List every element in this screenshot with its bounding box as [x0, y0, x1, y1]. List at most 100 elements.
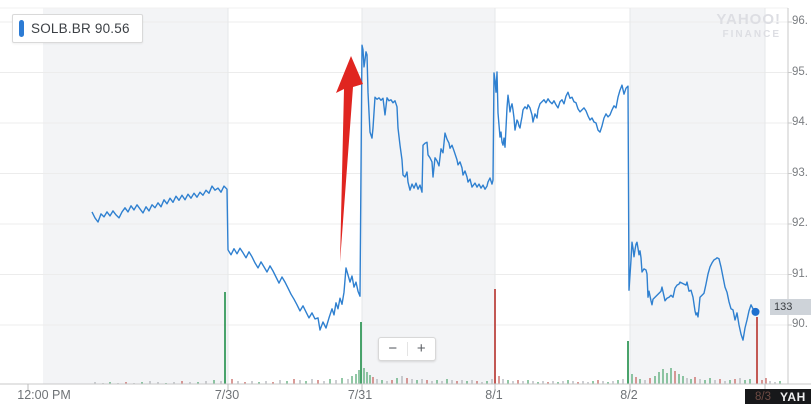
yahoo-logo-fragment: YAH: [780, 389, 806, 404]
volume-bar: [491, 379, 493, 384]
volume-bar: [552, 381, 554, 384]
y-axis-label: 94.: [792, 116, 808, 128]
volume-bar: [341, 378, 343, 384]
volume-bar: [396, 378, 398, 384]
volume-bar: [157, 382, 159, 384]
yahoo-finance-watermark: YAHOO! FINANCE: [716, 11, 781, 39]
volume-bar: [181, 381, 183, 384]
volume-bar: [466, 381, 468, 384]
volume-bar: [627, 341, 629, 384]
volume-bar: [517, 380, 519, 384]
volume-bar: [678, 374, 680, 384]
volume-bar: [709, 378, 711, 384]
volume-bar: [666, 373, 668, 384]
red-up-arrow-annotation: [336, 56, 363, 262]
axis-badge-text: 133: [774, 301, 793, 313]
volume-bar: [649, 378, 651, 384]
volume-bar: [189, 382, 191, 384]
volume-bar: [765, 378, 767, 384]
zoom-out-button[interactable]: −: [388, 340, 398, 357]
volume-bar: [286, 381, 288, 384]
volume-bar: [237, 381, 239, 384]
x-axis-label: 12:00 PM: [17, 388, 71, 402]
volume-bar: [391, 380, 393, 384]
volume-bar: [486, 381, 488, 384]
volume-bar: [205, 381, 207, 384]
volume-bar: [734, 379, 736, 384]
volume-bar: [224, 292, 226, 384]
volume-bar: [456, 381, 458, 384]
volume-bar: [527, 380, 529, 384]
volume-bar: [441, 381, 443, 384]
last-price-dot: [751, 307, 760, 316]
volume-bar: [451, 380, 453, 384]
volume-bar: [272, 382, 274, 384]
volume-bar: [94, 382, 96, 384]
day-band: [630, 8, 765, 384]
day-band: [362, 8, 495, 384]
volume-bar: [557, 382, 559, 384]
volume-bar: [729, 380, 731, 384]
volume-bar: [522, 381, 524, 384]
volume-bar: [739, 378, 741, 384]
volume-bar: [592, 381, 594, 384]
volume-bar: [587, 382, 589, 384]
volume-bar: [631, 374, 633, 384]
volume-bar: [699, 379, 701, 384]
volume-bar: [597, 380, 599, 384]
volume-bar: [537, 382, 539, 384]
volume-bar: [674, 371, 676, 384]
volume-bar: [317, 380, 319, 384]
volume-bar: [141, 382, 143, 384]
x-axis-label: 8/1: [485, 388, 503, 402]
volume-bar: [369, 375, 371, 384]
volume-bar: [279, 380, 281, 384]
volume-bar: [714, 380, 716, 384]
y-axis-label: 93.: [792, 166, 808, 179]
volume-bar: [376, 379, 378, 384]
volume-bar: [502, 379, 504, 384]
volume-bar: [658, 372, 660, 384]
volume-bar: [173, 382, 175, 384]
volume-bar: [401, 376, 403, 384]
volume-bar: [719, 379, 721, 384]
volume-bar: [498, 376, 500, 384]
volume-bar: [426, 380, 428, 384]
volume-bar: [607, 382, 609, 384]
volume-bar: [670, 368, 672, 384]
volume-bar: [358, 370, 360, 384]
volume-bar: [386, 381, 388, 384]
volume-bar: [329, 379, 331, 384]
y-axis-label: 96.: [792, 15, 808, 27]
volume-bar: [406, 378, 408, 384]
volume-bar: [311, 379, 313, 384]
volume-bar: [265, 381, 267, 384]
volume-bar: [756, 317, 758, 384]
volume-bar: [507, 380, 509, 384]
volume-bar: [639, 379, 641, 384]
volume-bar: [244, 382, 246, 384]
volume-bar: [494, 289, 496, 384]
volume-bar: [446, 379, 448, 384]
corner-date-label: 8/3: [755, 390, 771, 403]
zoom-control: − +: [378, 337, 436, 361]
ticker-badge[interactable]: SOLB.BR 90.56: [12, 14, 143, 43]
zoom-in-button[interactable]: +: [416, 340, 426, 357]
y-axis-label: 95.: [792, 65, 808, 78]
day-band: [43, 8, 228, 384]
x-axis-label: 7/30: [214, 388, 240, 402]
volume-bar: [512, 381, 514, 384]
volume-bar: [654, 376, 656, 384]
volume-bar: [662, 369, 664, 384]
volume-bar: [562, 381, 564, 384]
x-axis-label: 7/31: [347, 388, 373, 402]
volume-bar: [305, 381, 307, 384]
volume-bar: [774, 382, 776, 384]
volume-bar: [421, 379, 423, 384]
volume-bar: [416, 380, 418, 384]
volume-bar: [704, 380, 706, 384]
volume-bar: [761, 380, 763, 384]
volume-bar: [293, 379, 295, 384]
volume-bar: [231, 379, 233, 384]
